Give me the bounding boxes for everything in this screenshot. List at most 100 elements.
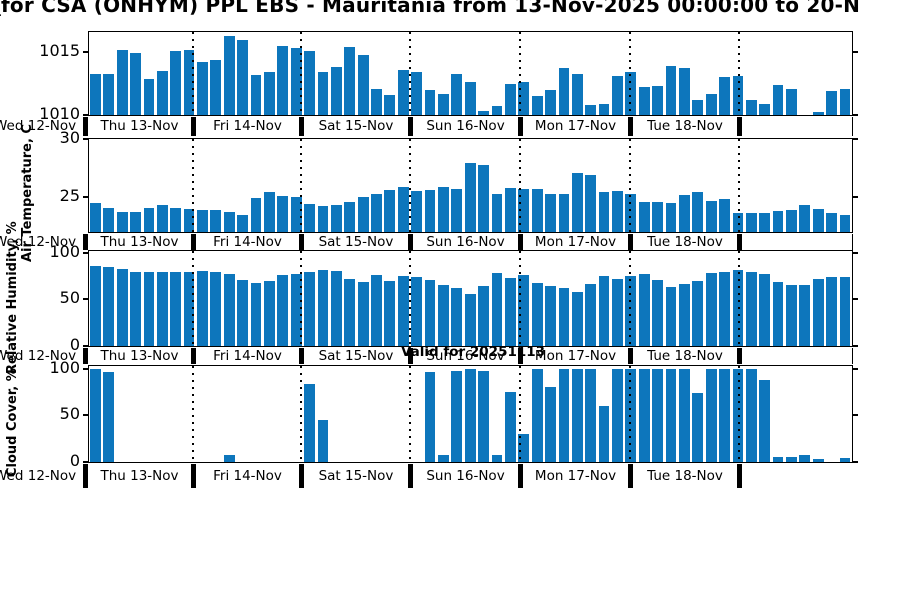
data-bar [290,48,302,115]
day-boundary-line [300,32,302,115]
data-bar [223,35,235,115]
day-separator [408,117,413,136]
day-separator [628,348,633,364]
y-tick-mark-left [83,114,88,116]
data-bar [692,280,704,346]
y-tick-mark-right [853,345,858,347]
data-bar [317,206,329,232]
day-label: Tue 18-Nov [647,118,723,134]
data-bar [210,209,222,232]
data-bar [438,454,449,462]
data-bar [705,368,717,462]
day-separator [737,117,742,136]
data-bar [478,370,489,462]
y-tick-label: 50 [59,288,80,308]
day-separator [83,348,88,364]
data-bar [411,191,423,232]
data-bar [504,278,516,346]
cloud-cover-chart [88,365,853,463]
data-bar [745,99,757,115]
data-bar [598,406,610,462]
y-tick-mark-right [853,414,858,417]
data-bar [759,379,771,462]
data-bar [250,198,262,232]
data-bar [130,271,141,346]
data-bar [558,288,570,346]
day-label: Sat 15-Nov [318,467,394,484]
data-bar [638,87,650,115]
day-separator [299,348,304,364]
day-separator [518,464,523,488]
data-bar [357,281,369,346]
data-bar [692,192,704,232]
data-bar [759,213,771,232]
data-bar [585,368,597,462]
day-label: Mon 17-Nov [534,118,617,134]
day-label: Sat 15-Nov [318,347,394,364]
data-bar [719,77,730,115]
data-bar [438,186,449,232]
day-boundary-line [192,32,194,115]
data-bar [90,73,101,115]
data-bar [491,193,503,232]
day-label: Tue 18-Nov [647,467,723,484]
y-tick-label: 30 [59,128,80,147]
data-bar [384,94,396,115]
day-boundary-line [629,366,631,462]
air-temperature-chart [88,138,853,233]
data-bar [612,278,623,346]
data-bar [237,214,249,232]
day-separator [408,234,413,250]
data-bar [745,272,757,346]
data-bar [518,82,530,115]
data-bar [330,270,342,346]
day-label: Mon 17-Nov [534,467,617,484]
data-bar [826,213,837,232]
day-separator [408,464,413,488]
data-bar [156,272,168,346]
data-bar [786,88,797,115]
data-bar [197,62,208,115]
data-bar [531,189,543,232]
day-boundary-line [629,32,631,115]
data-bar [130,212,141,232]
y-tick-label: 0 [69,451,80,470]
data-bar [839,214,851,232]
y-tick-mark-right [853,114,858,116]
data-bar [812,208,824,232]
data-bar [277,195,289,232]
y-tick-mark-right [853,461,858,463]
data-bar [812,459,824,462]
day-label: Mon 17-Nov [534,347,617,364]
data-bar [371,275,382,346]
data-bar [451,189,463,232]
day-boundary-line [519,32,521,115]
day-separator [737,348,742,364]
y-tick-mark-right [853,196,858,199]
data-bar [638,274,650,346]
data-bar [464,163,476,232]
day-separator [518,348,523,364]
axis-start-label: Wed 12-Nov [0,467,77,484]
y-tick-mark-right [853,298,858,301]
day-label-band: Wed 12-Nov Thu 13-Nov Fri 14-Nov Sat 15-Nov… [0,348,900,364]
data-bar [598,103,610,115]
data-bar [839,88,851,115]
data-bar [424,190,436,232]
data-bar [665,202,677,232]
data-bar [223,274,235,346]
data-bar [250,282,262,346]
day-label: Fri 14-Nov [213,347,282,364]
day-boundary-line [300,366,302,462]
data-bar [210,59,222,115]
day-label: Fri 14-Nov [213,467,282,484]
data-bar [411,72,423,115]
y-tick-mark-left [83,196,88,199]
data-bar [665,65,677,115]
data-bar [545,193,556,232]
data-bar [478,286,489,346]
data-bar [571,291,583,346]
axis-start-label: Wed 12-Nov [0,118,77,134]
data-bar [183,208,195,232]
